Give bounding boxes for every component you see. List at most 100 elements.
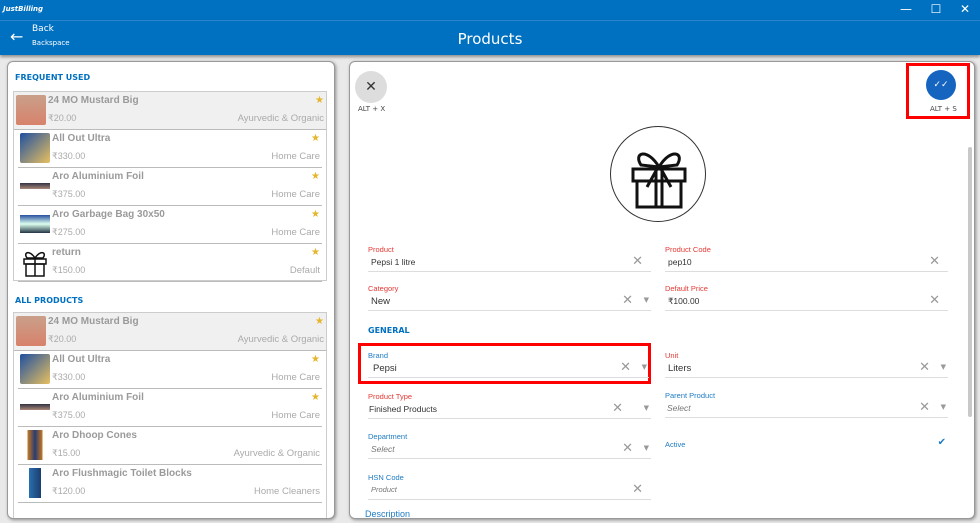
- default-price-input[interactable]: ₹100.00: [668, 296, 700, 306]
- product-type-field[interactable]: Product Type Finished Products ✕ ▼: [368, 392, 651, 426]
- clear-icon[interactable]: ✕: [929, 293, 940, 308]
- unit-label: Unit: [665, 351, 679, 360]
- close-window-button[interactable]: ✕: [959, 2, 971, 16]
- product-label: Product: [368, 245, 394, 254]
- star-icon[interactable]: ★: [311, 209, 320, 220]
- brand-field[interactable]: Brand Pepsi ✕ ▼: [368, 351, 649, 385]
- close-icon: ✕: [365, 79, 377, 95]
- product-name-field[interactable]: Product Pepsi 1 litre ✕: [368, 245, 651, 279]
- chevron-down-icon[interactable]: ▼: [940, 363, 946, 371]
- active-label: Active: [665, 440, 686, 449]
- product-name: Aro Garbage Bag 30x50: [52, 209, 165, 220]
- chevron-down-icon[interactable]: ▼: [643, 404, 649, 412]
- star-icon[interactable]: ★: [315, 316, 324, 327]
- check-circle-icon[interactable]: ✔: [937, 437, 946, 448]
- minimize-button[interactable]: —: [900, 2, 912, 16]
- category-label: Category: [368, 284, 399, 293]
- list-item[interactable]: Aro Garbage Bag 30x50 ₹275.00 Home Care ★: [18, 206, 322, 244]
- title-bar: JustBilling — ☐ ✕: [0, 0, 980, 20]
- product-price: ₹15.00: [52, 448, 81, 458]
- product-price: ₹375.00: [52, 410, 86, 420]
- star-icon[interactable]: ★: [311, 247, 320, 258]
- save-button[interactable]: ✓✓: [926, 70, 956, 100]
- parent-product-select[interactable]: Select: [667, 403, 691, 413]
- department-field[interactable]: Department Select ✕ ▼: [368, 432, 651, 466]
- list-item[interactable]: 24 MO Mustard Big ₹20.00 Ayurvedic & Org…: [14, 92, 326, 130]
- product-name: Aro Aluminium Foil: [52, 171, 144, 182]
- clear-icon[interactable]: ✕: [622, 293, 633, 308]
- product-category: Ayurvedic & Organic: [233, 448, 320, 459]
- category-field[interactable]: Category New ✕ ▼: [368, 284, 651, 318]
- clear-icon[interactable]: ✕: [632, 482, 643, 497]
- parent-product-field[interactable]: Parent Product Select ✕ ▼: [665, 391, 948, 425]
- clear-icon[interactable]: ✕: [612, 401, 623, 416]
- star-icon[interactable]: ★: [311, 133, 320, 144]
- product-input[interactable]: Pepsi 1 litre: [371, 257, 416, 267]
- frequent-used-heading: FREQUENT USED: [15, 73, 91, 82]
- scrollbar[interactable]: [968, 147, 972, 417]
- frequent-list: 24 MO Mustard Big ₹20.00 Ayurvedic & Org…: [13, 91, 327, 282]
- list-item[interactable]: Aro Flushmagic Toilet Blocks ₹120.00 Hom…: [18, 465, 322, 503]
- save-shortcut: ALT + S: [930, 105, 957, 113]
- app-logo: JustBilling: [3, 5, 44, 13]
- star-icon[interactable]: ★: [315, 95, 324, 106]
- list-item[interactable]: 24 MO Mustard Big ₹20.00 Ayurvedic & Org…: [14, 313, 326, 351]
- star-icon[interactable]: ★: [311, 354, 320, 365]
- default-price-label: Default Price: [665, 284, 708, 293]
- product-price: ₹330.00: [52, 151, 86, 161]
- list-item[interactable]: Aro Dhoop Cones ₹15.00 Ayurvedic & Organ…: [18, 427, 322, 465]
- close-form-button[interactable]: ✕: [355, 71, 387, 103]
- product-code-label: Product Code: [665, 245, 711, 254]
- product-image[interactable]: [610, 126, 706, 222]
- hsn-code-field[interactable]: HSN Code Product ✕: [368, 473, 651, 507]
- hsn-input[interactable]: Product: [371, 485, 397, 494]
- back-shortcut: Backspace: [32, 39, 70, 47]
- clear-icon[interactable]: ✕: [919, 400, 930, 415]
- product-form-panel: ✕ ALT + X ✓✓ ALT + S Product Pepsi 1 lit…: [349, 61, 975, 519]
- back-label: Back: [32, 24, 54, 34]
- chevron-down-icon[interactable]: ▼: [643, 444, 649, 452]
- maximize-button[interactable]: ☐: [930, 2, 942, 16]
- all-products-heading: ALL PRODUCTS: [15, 296, 84, 305]
- product-category: Home Care: [271, 227, 320, 238]
- list-item[interactable]: Aro Aluminium Foil ₹375.00 Home Care ★: [18, 389, 322, 427]
- all-products-list[interactable]: 24 MO Mustard Big ₹20.00 Ayurvedic & Org…: [13, 312, 327, 518]
- header: ← Back Backspace Products: [0, 20, 980, 55]
- product-thumbnail: [20, 247, 50, 277]
- page-title: Products: [457, 30, 523, 48]
- clear-icon[interactable]: ✕: [929, 254, 940, 269]
- clear-icon[interactable]: ✕: [632, 254, 643, 269]
- category-select[interactable]: New: [371, 296, 391, 307]
- product-name: Aro Flushmagic Toilet Blocks: [52, 468, 192, 479]
- star-icon[interactable]: ★: [311, 171, 320, 182]
- list-item[interactable]: All Out Ultra ₹330.00 Home Care ★: [18, 130, 322, 168]
- product-category: Home Care: [271, 372, 320, 383]
- general-heading: GENERAL: [368, 326, 410, 335]
- product-code-field[interactable]: Product Code pep10 ✕: [665, 245, 948, 279]
- default-price-field[interactable]: Default Price ₹100.00 ✕: [665, 284, 948, 318]
- chevron-down-icon[interactable]: ▼: [643, 296, 649, 304]
- gift-icon: [631, 152, 687, 209]
- product-name: 24 MO Mustard Big: [48, 316, 139, 327]
- list-item[interactable]: Aro Aluminium Foil ₹375.00 Home Care ★: [18, 168, 322, 206]
- chevron-down-icon[interactable]: ▼: [641, 363, 647, 371]
- star-icon[interactable]: ★: [311, 392, 320, 403]
- close-shortcut: ALT + X: [358, 105, 386, 113]
- product-name: All Out Ultra: [52, 354, 111, 365]
- product-category: Home Care: [271, 151, 320, 162]
- clear-icon[interactable]: ✕: [622, 441, 633, 456]
- list-item[interactable]: return ₹150.00 Default ★: [18, 244, 322, 282]
- product-thumbnail: [16, 95, 46, 125]
- product-code-input[interactable]: pep10: [668, 257, 692, 267]
- product-type-select[interactable]: Finished Products: [369, 404, 438, 414]
- unit-select[interactable]: Liters: [668, 363, 692, 374]
- list-item[interactable]: All Out Ultra ₹330.00 Home Care ★: [18, 351, 322, 389]
- brand-select[interactable]: Pepsi: [373, 363, 397, 374]
- unit-field[interactable]: Unit Liters ✕ ▼: [665, 351, 948, 385]
- clear-icon[interactable]: ✕: [919, 360, 930, 375]
- chevron-down-icon[interactable]: ▼: [940, 403, 946, 411]
- clear-icon[interactable]: ✕: [620, 360, 631, 375]
- active-toggle[interactable]: Active ✔: [665, 437, 948, 474]
- department-select[interactable]: Select: [371, 444, 395, 454]
- product-thumbnail: [20, 392, 50, 422]
